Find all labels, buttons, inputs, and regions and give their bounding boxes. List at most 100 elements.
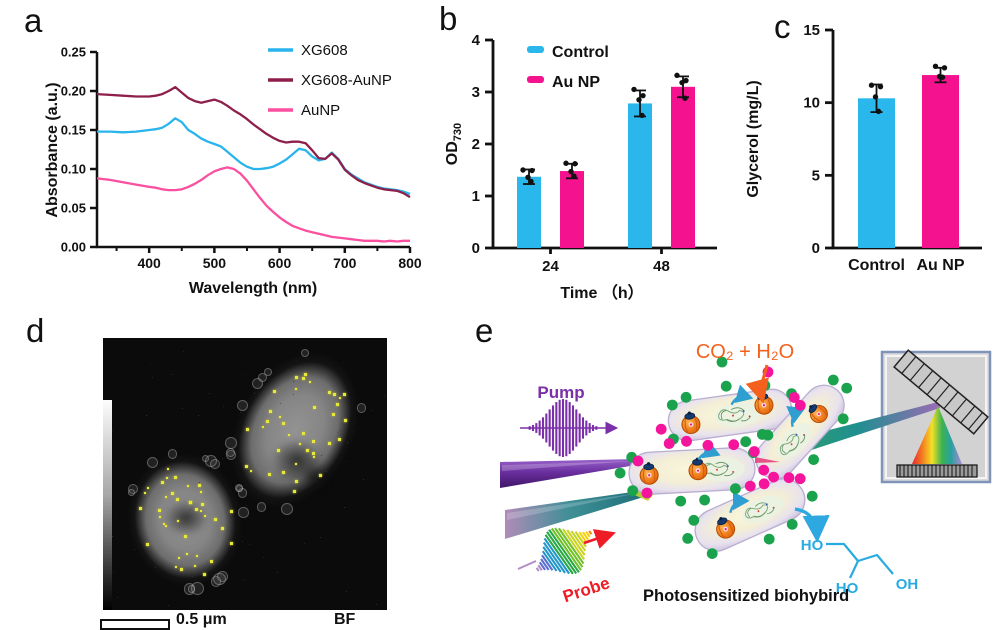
aunp-dot bbox=[229, 541, 233, 545]
data-point bbox=[640, 92, 646, 99]
aunp-dot bbox=[332, 392, 336, 396]
aunp-dot bbox=[189, 500, 193, 504]
green-dot bbox=[706, 548, 718, 559]
data-point bbox=[631, 86, 637, 93]
data-point bbox=[525, 174, 531, 180]
svg-text:Au NP: Au NP bbox=[917, 257, 965, 274]
cyanobacteria-cells bbox=[628, 384, 845, 552]
magenta-dot bbox=[632, 455, 644, 467]
pump-beam-cone bbox=[500, 459, 636, 488]
aunp-dot bbox=[302, 432, 306, 436]
aunp-dot bbox=[339, 396, 342, 399]
aunp-dot bbox=[295, 479, 299, 483]
svg-text:1: 1 bbox=[472, 188, 480, 205]
data-point bbox=[639, 112, 645, 119]
aunp-dot bbox=[175, 498, 179, 502]
aunp-dot bbox=[267, 472, 271, 476]
uvvis-absorbance-chart: 0.00 0.05 0.10 0.15 0.20 0.25 400 500 600 700 800 W… bbox=[44, 42, 422, 297]
svg-text:0: 0 bbox=[472, 240, 480, 257]
scale-bar bbox=[100, 619, 170, 630]
dispersed-spectrum bbox=[912, 406, 962, 464]
aunp-dot bbox=[327, 391, 331, 395]
aunp-dot bbox=[292, 489, 296, 493]
green-dot bbox=[740, 436, 752, 448]
green-dot bbox=[808, 454, 819, 465]
grayscale-ramp bbox=[103, 400, 112, 610]
aunp-dot bbox=[184, 535, 188, 539]
aunp-dot bbox=[186, 552, 189, 555]
aunp-dot bbox=[164, 525, 167, 528]
svg-text:Absorbance (a.u.): Absorbance (a.u.) bbox=[44, 82, 61, 217]
green-dot bbox=[827, 374, 839, 386]
aunp-dot bbox=[277, 449, 281, 452]
data-point bbox=[563, 160, 569, 166]
green-dot bbox=[841, 382, 853, 394]
aunp-dot bbox=[279, 416, 282, 418]
aunp-dot bbox=[174, 476, 178, 479]
aunp-dot bbox=[196, 554, 199, 557]
magenta-dot bbox=[744, 480, 756, 492]
aunp-dot bbox=[221, 527, 225, 531]
svg-text:24: 24 bbox=[542, 258, 559, 275]
svg-text:Control: Control bbox=[552, 44, 609, 61]
data-point bbox=[683, 77, 689, 84]
aunp-dot bbox=[147, 487, 150, 490]
svg-text:0.15: 0.15 bbox=[61, 123, 86, 138]
aunp-dot bbox=[343, 392, 347, 396]
panel-e-schematic: e bbox=[460, 310, 1007, 630]
aunp-dot bbox=[327, 442, 331, 445]
aunp-dot bbox=[177, 556, 180, 559]
magenta-dot bbox=[663, 438, 675, 449]
magenta-dot bbox=[783, 472, 795, 484]
svg-text:Wavelength (nm): Wavelength (nm) bbox=[189, 280, 317, 297]
panel-c-label: c bbox=[774, 8, 791, 45]
bar-Control-48 bbox=[628, 103, 652, 248]
aunp-dot bbox=[343, 418, 347, 422]
residual-beam-sliver bbox=[755, 457, 780, 463]
pump-label: Pump bbox=[537, 383, 584, 402]
svg-text:Time （h）: Time （h） bbox=[560, 284, 643, 302]
photosensitizer-dots bbox=[614, 356, 853, 559]
aunp-dot bbox=[337, 438, 341, 442]
aunp-dot bbox=[177, 519, 179, 522]
svg-text:48: 48 bbox=[653, 258, 670, 275]
magenta-dot bbox=[728, 439, 740, 451]
aunp-dot bbox=[203, 573, 207, 577]
svg-text:2: 2 bbox=[472, 136, 480, 153]
aunp-dot bbox=[146, 543, 150, 547]
aunp-dot bbox=[164, 495, 167, 498]
panel-a-absorbance: a 0.00 0.05 0.10 0.15 0.20 0.25 400 500 600 700 80… bbox=[0, 0, 430, 310]
bar-Au NP-48 bbox=[671, 86, 695, 248]
green-dot bbox=[837, 413, 849, 425]
data-point bbox=[868, 82, 875, 88]
svg-text:0: 0 bbox=[812, 240, 820, 257]
svg-text:15: 15 bbox=[803, 22, 820, 39]
aunp-dot bbox=[335, 402, 339, 406]
glycerol-arrow bbox=[794, 507, 830, 543]
svg-text:Control: Control bbox=[848, 257, 905, 274]
data-point bbox=[877, 83, 884, 90]
aunp-dot bbox=[311, 439, 315, 443]
aunp-dot bbox=[282, 470, 286, 474]
glycerol-bar-chart: 0 5 10 15 Glycerol (mg/L) Control Au NP bbox=[745, 22, 982, 274]
green-dot bbox=[614, 467, 626, 479]
schematic-caption: Photosensitized biohybird bbox=[643, 587, 849, 605]
bar-Au NP-24 bbox=[560, 171, 584, 248]
magenta-dot bbox=[681, 435, 692, 447]
hydroxyl-label: OH bbox=[896, 576, 919, 593]
green-dot bbox=[756, 429, 768, 440]
svg-text:0.25: 0.25 bbox=[61, 45, 86, 60]
probe-label: Probe bbox=[560, 573, 612, 606]
legend-swatch bbox=[527, 76, 544, 83]
green-dot bbox=[720, 380, 732, 392]
panel-e-label: e bbox=[475, 312, 494, 349]
aunp-dot bbox=[179, 567, 183, 571]
aunp-dot bbox=[268, 410, 272, 414]
data-point bbox=[520, 167, 526, 173]
aunp-dot bbox=[171, 491, 174, 495]
hydroxyl-label: HO bbox=[836, 580, 859, 597]
green-dot bbox=[680, 391, 692, 403]
aunp-dot bbox=[301, 376, 305, 380]
aunp-dot bbox=[305, 449, 309, 453]
